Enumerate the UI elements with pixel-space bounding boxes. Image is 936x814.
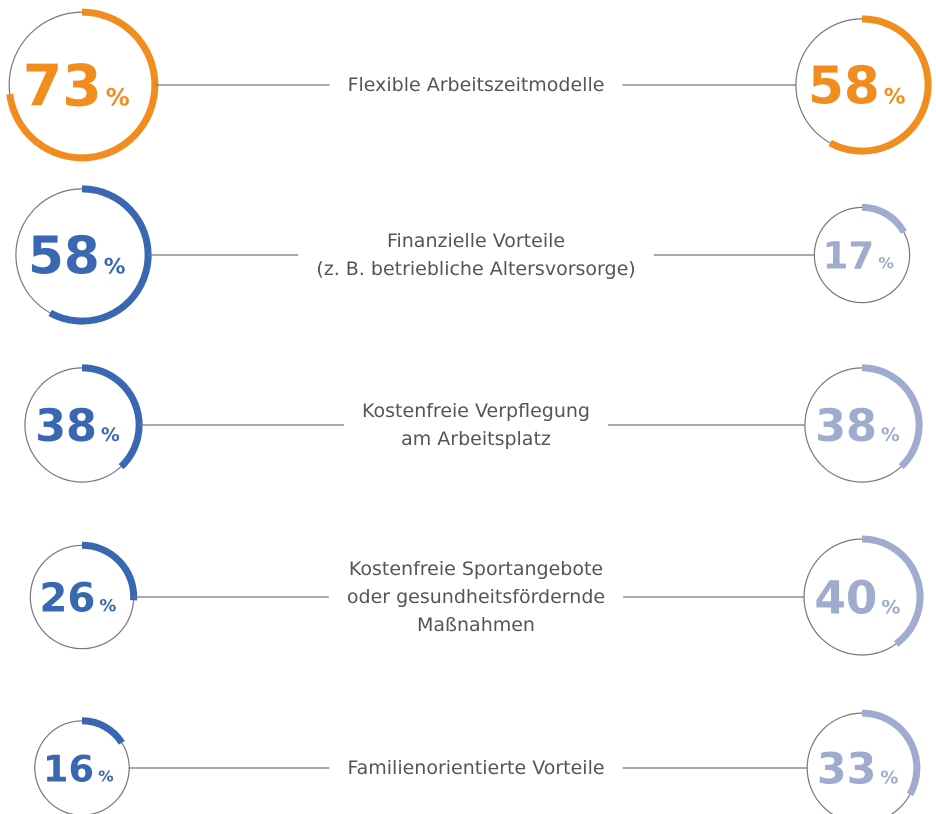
value-unit: % xyxy=(99,596,116,616)
value-unit: % xyxy=(101,425,120,446)
category-label: Familienorientierte Vorteile xyxy=(286,754,666,782)
gauge-arc xyxy=(81,364,143,470)
category-text: Familienorientierte Vorteile xyxy=(347,757,605,779)
value-unit: % xyxy=(881,425,900,446)
category-text: Finanzielle Vorteile (z. B. betriebliche… xyxy=(316,230,636,280)
value-unit: % xyxy=(878,254,894,272)
gauge-value: 38% xyxy=(815,400,900,452)
gauge-value: 40% xyxy=(814,571,900,624)
category-text: Kostenfreie Verpflegung am Arbeitsplatz xyxy=(362,400,590,450)
gauge-arc xyxy=(861,709,921,797)
category-text: Kostenfreie Sportangebote oder gesundhei… xyxy=(346,558,606,636)
category-label: Flexible Arbeitszeitmodelle xyxy=(286,71,666,99)
gauge-arc xyxy=(81,717,125,745)
category-label: Kostenfreie Verpflegung am Arbeitsplatz xyxy=(286,397,666,453)
gauge-value: 16% xyxy=(43,747,114,790)
gauge-value: 58% xyxy=(808,57,905,117)
value-number: 26 xyxy=(39,575,95,622)
gauge-arc xyxy=(6,8,159,162)
value-number: 38 xyxy=(35,400,97,452)
value-number: 40 xyxy=(814,571,877,624)
gauge-arc xyxy=(828,15,932,155)
value-number: 16 xyxy=(43,747,94,790)
gauge-arc xyxy=(81,541,138,601)
gauge-arc xyxy=(861,364,923,470)
category-label: Kostenfreie Sportangebote oder gesundhei… xyxy=(286,555,666,639)
value-unit: % xyxy=(881,596,900,618)
value-unit: % xyxy=(104,255,126,280)
value-number: 73 xyxy=(23,53,102,119)
gauge-value: 73% xyxy=(23,53,130,119)
value-number: 17 xyxy=(823,234,875,277)
gauge-value: 26% xyxy=(39,575,116,622)
gauge-value: 38% xyxy=(35,400,120,452)
gauge-arc xyxy=(48,185,152,325)
value-unit: % xyxy=(106,83,130,111)
value-number: 58 xyxy=(808,57,880,117)
category-text: Flexible Arbeitszeitmodelle xyxy=(347,74,605,96)
gauge-arc xyxy=(861,203,907,234)
value-number: 58 xyxy=(28,227,100,287)
value-number: 33 xyxy=(817,744,877,794)
gauge-value: 17% xyxy=(823,234,895,277)
category-label: Finanzielle Vorteile (z. B. betriebliche… xyxy=(286,227,666,283)
value-number: 38 xyxy=(815,400,877,452)
value-unit: % xyxy=(880,767,898,788)
gauge-value: 33% xyxy=(817,744,899,794)
gauge-value: 58% xyxy=(28,227,125,287)
gauge-arc xyxy=(861,535,924,647)
value-unit: % xyxy=(884,85,906,110)
value-unit: % xyxy=(98,767,113,785)
